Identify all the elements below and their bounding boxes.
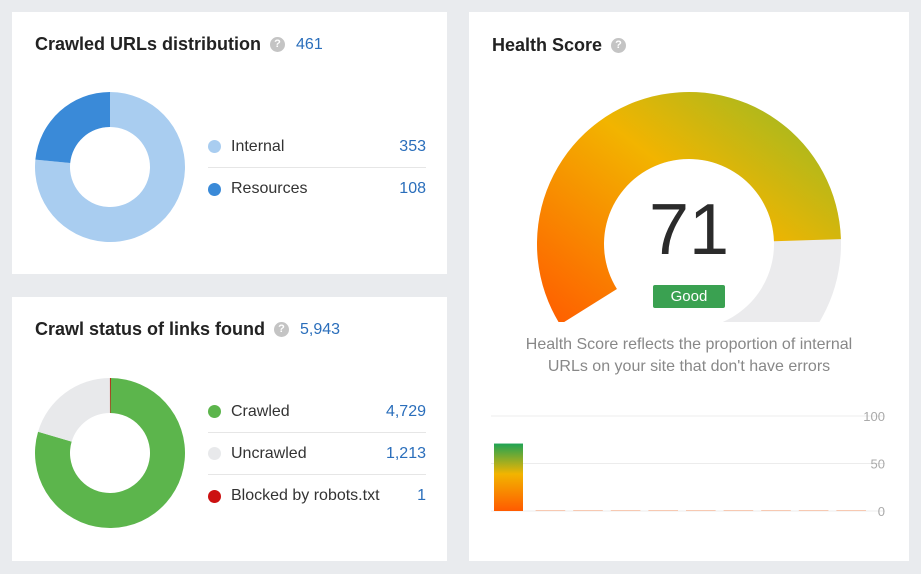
crawled-dot-icon — [208, 405, 221, 418]
blocked-dot-icon — [208, 489, 221, 503]
donut-slice-uncrawled[interactable] — [38, 378, 110, 442]
help-icon[interactable]: ? — [270, 37, 286, 52]
history-bar-empty — [535, 510, 566, 511]
history-bar-empty — [648, 510, 678, 511]
history-bar-empty — [761, 510, 791, 511]
resources-dot-icon — [208, 182, 221, 196]
history-bar-empty — [686, 510, 716, 511]
health-status-badge: Good — [653, 285, 725, 308]
internal-dot-icon — [208, 140, 221, 153]
history-bar[interactable] — [494, 443, 523, 511]
crawled-urls-legend: Internal 353 Resources 108 — [208, 126, 426, 210]
history-bar-empty — [723, 510, 754, 511]
gauge-fill — [537, 92, 841, 322]
history-bar-empty — [836, 510, 866, 511]
legend-value[interactable]: 108 — [399, 180, 426, 197]
legend-value[interactable]: 1 — [417, 487, 426, 504]
history-bar-empty — [610, 510, 641, 511]
crawled-urls-donut — [35, 92, 185, 242]
crawl-status-card: Crawl status of links found ? 5,943 Craw… — [12, 297, 447, 561]
crawled-urls-title-row: Crawled URLs distribution ? 461 — [35, 34, 323, 55]
legend-item-blocked[interactable]: Blocked by robots.txt 1 — [208, 475, 426, 517]
health-score-card: Health Score ? 71 Good Health Score refl… — [469, 12, 909, 561]
uncrawled-dot-icon — [208, 447, 221, 460]
donut-slice-internal[interactable] — [35, 92, 185, 242]
legend-item-resources[interactable]: Resources 108 — [208, 168, 426, 210]
legend-label: Internal — [231, 137, 285, 155]
y-tick-label: 50 — [871, 457, 885, 472]
legend-item-crawled[interactable]: Crawled 4,729 — [208, 391, 426, 433]
health-score-title: Health Score — [492, 35, 603, 55]
history-bar-empty — [798, 510, 829, 511]
crawl-status-legend: Crawled 4,729 Uncrawled 1,213 Blocked by… — [208, 391, 426, 517]
crawled-urls-total[interactable]: 461 — [296, 35, 323, 53]
y-tick-label: 0 — [878, 504, 885, 519]
legend-label: Resources — [231, 180, 308, 197]
description-line: URLs on your site that don't have errors — [547, 358, 831, 375]
health-gauge — [537, 92, 841, 322]
donut-slice-crawled[interactable] — [35, 378, 185, 528]
crawled-urls-card: Crawled URLs distribution ? 461 Internal… — [12, 12, 447, 274]
legend-label: Blocked by robots.txt — [231, 487, 380, 504]
health-score-description: Health Score reflects the proportion of … — [489, 334, 889, 378]
donut-slice-blocked-by-robots-txt[interactable] — [109, 378, 111, 414]
crawl-status-title-row: Crawl status of links found ? 5,943 — [35, 319, 340, 340]
donut-slice-resources[interactable] — [35, 92, 110, 164]
help-icon[interactable]: ? — [274, 322, 290, 337]
legend-item-internal[interactable]: Internal 353 — [208, 126, 426, 168]
history-bar-empty — [573, 510, 603, 511]
legend-item-uncrawled[interactable]: Uncrawled 1,213 — [208, 433, 426, 475]
health-score-value: 71 — [648, 190, 730, 270]
y-tick-label: 100 — [863, 409, 885, 424]
description-line: Health Score reflects the proportion of … — [525, 336, 853, 353]
legend-value[interactable]: 353 — [399, 137, 426, 155]
crawl-status-total[interactable]: 5,943 — [300, 320, 341, 338]
health-history-chart: 100 50 0 — [491, 409, 885, 519]
crawled-urls-title: Crawled URLs distribution — [35, 34, 262, 54]
legend-value[interactable]: 4,729 — [385, 402, 426, 420]
legend-value[interactable]: 1,213 — [385, 444, 426, 462]
crawl-status-title: Crawl status of links found — [35, 319, 266, 339]
legend-label: Uncrawled — [231, 444, 307, 462]
legend-label: Crawled — [231, 402, 290, 420]
help-icon[interactable]: ? — [611, 38, 627, 53]
health-score-title-row: Health Score ? — [492, 35, 627, 56]
crawl-status-donut — [35, 378, 185, 528]
